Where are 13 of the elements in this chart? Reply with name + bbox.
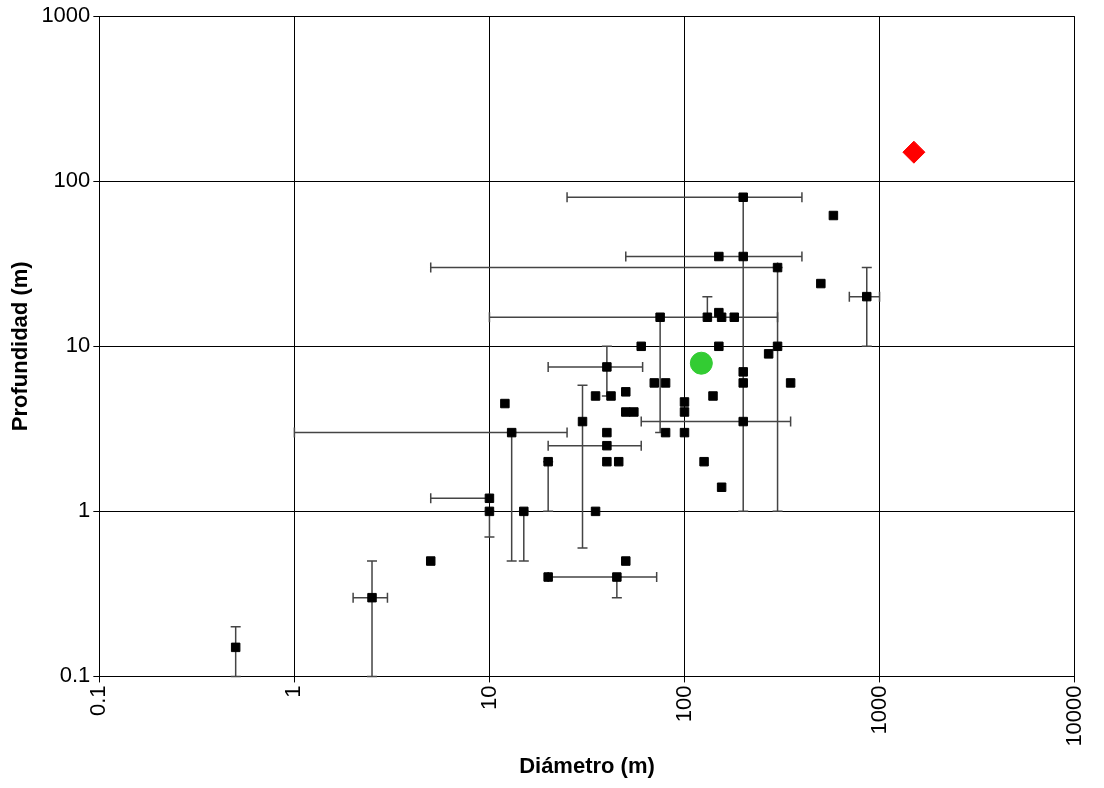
x-tick-label: 0.1	[85, 685, 111, 717]
y-tick-label: 1	[78, 497, 91, 523]
x-tick-label: 10	[475, 685, 501, 710]
y-axis-title: Profundidad (m)	[7, 261, 33, 432]
y-tick-label: 10	[65, 332, 91, 358]
x-tick-label: 100	[670, 685, 696, 723]
x-axis-title: Diámetro (m)	[519, 752, 655, 778]
x-tick-label: 1000	[865, 685, 891, 735]
y-tick-label: 0.1	[59, 662, 91, 688]
y-tick-label: 1000	[41, 2, 91, 28]
x-tick-label: 1	[280, 685, 306, 698]
y-tick-label: 100	[53, 167, 91, 193]
x-tick-label: 10000	[1060, 685, 1086, 747]
